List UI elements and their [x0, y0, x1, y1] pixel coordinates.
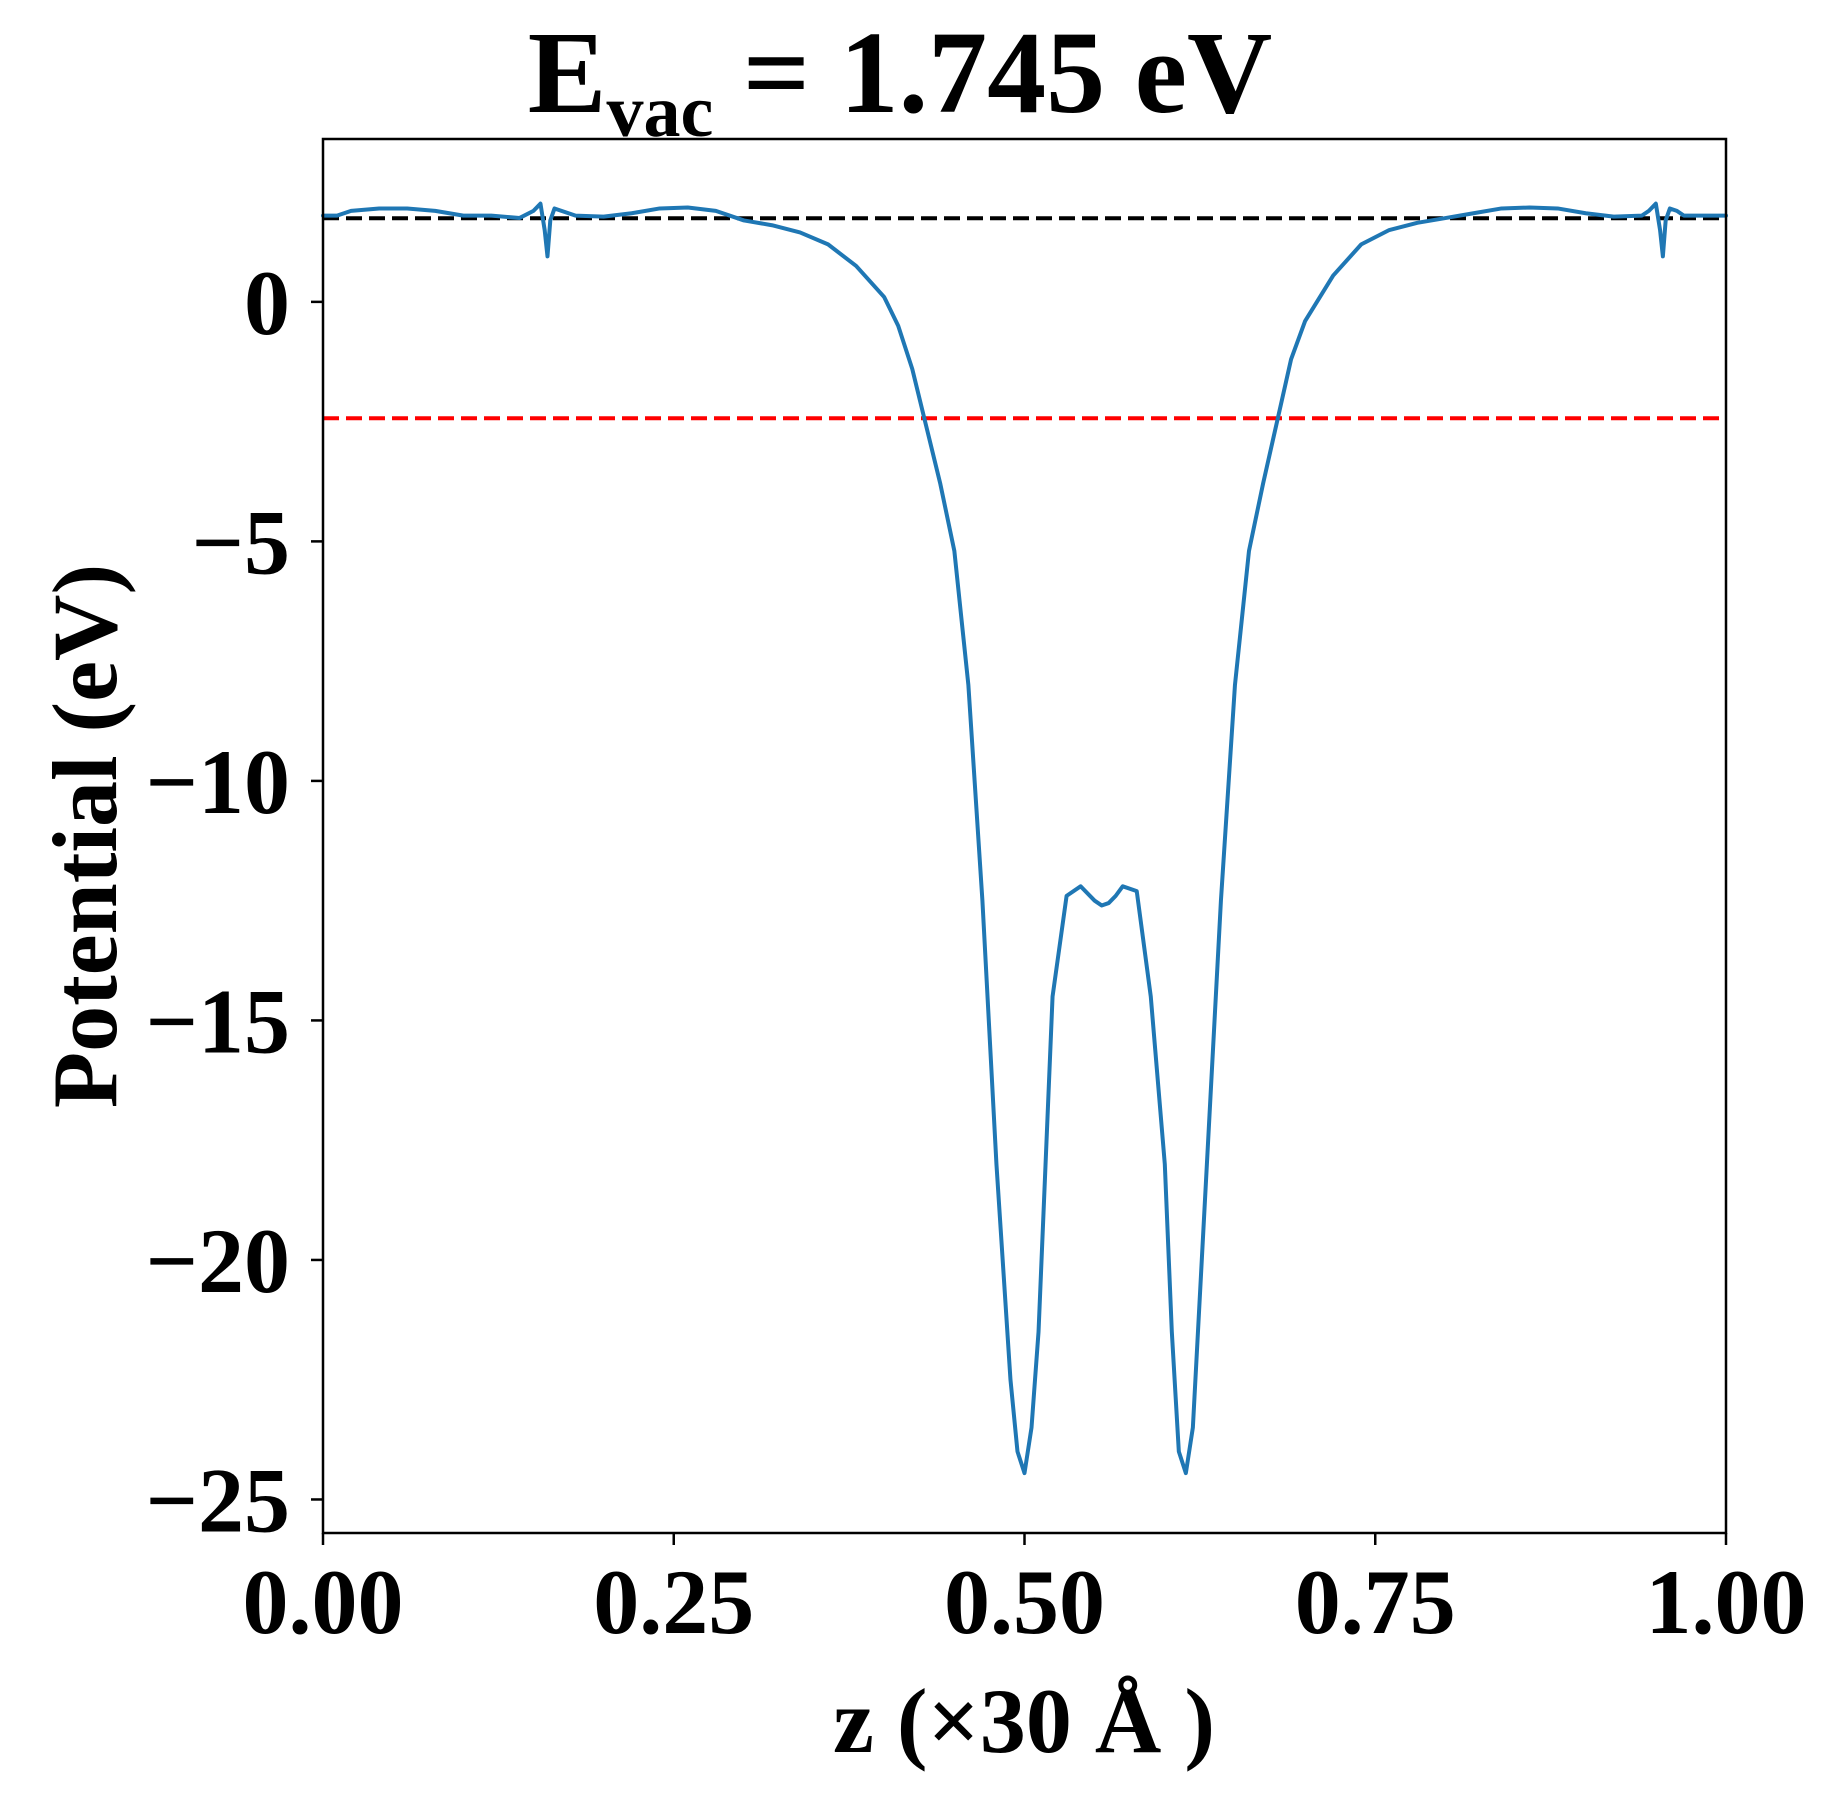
x-tick-label: 0.75: [1295, 1551, 1456, 1653]
chart-title: Evac = 1.745 eV: [528, 7, 1272, 153]
x-tick-label: 0.50: [944, 1551, 1105, 1653]
y-tick-label: −5: [192, 491, 290, 593]
plot-frame: [321, 137, 1728, 1535]
chart-title-main: E: [528, 7, 607, 138]
y-tick-label: −15: [146, 970, 290, 1072]
x-tick-label: 0.25: [593, 1551, 754, 1653]
y-tick-label: 0: [244, 252, 290, 354]
series-group: [321, 201, 1728, 1476]
chart-title-rest: = 1.745 eV: [713, 7, 1272, 138]
x-tick-label: 1.00: [1646, 1551, 1807, 1653]
x-tick-label: 0.00: [243, 1551, 404, 1653]
y-tick-label: −25: [146, 1449, 290, 1551]
y-axis-ticks: 0 −5 −10 −15 −20 −25: [146, 252, 323, 1551]
reference-lines: [323, 216, 1726, 421]
x-axis-ticks: 0.00 0.25 0.50 0.75 1.00: [243, 1533, 1807, 1653]
series-line-0: [321, 201, 1728, 1476]
y-tick-label: −10: [146, 731, 290, 833]
y-axis-label: Potential (eV): [34, 564, 136, 1108]
chart-title-subscript: vac: [607, 71, 714, 153]
y-tick-label: −20: [146, 1210, 290, 1312]
x-axis-label: z (×30 Å ): [833, 1670, 1215, 1772]
